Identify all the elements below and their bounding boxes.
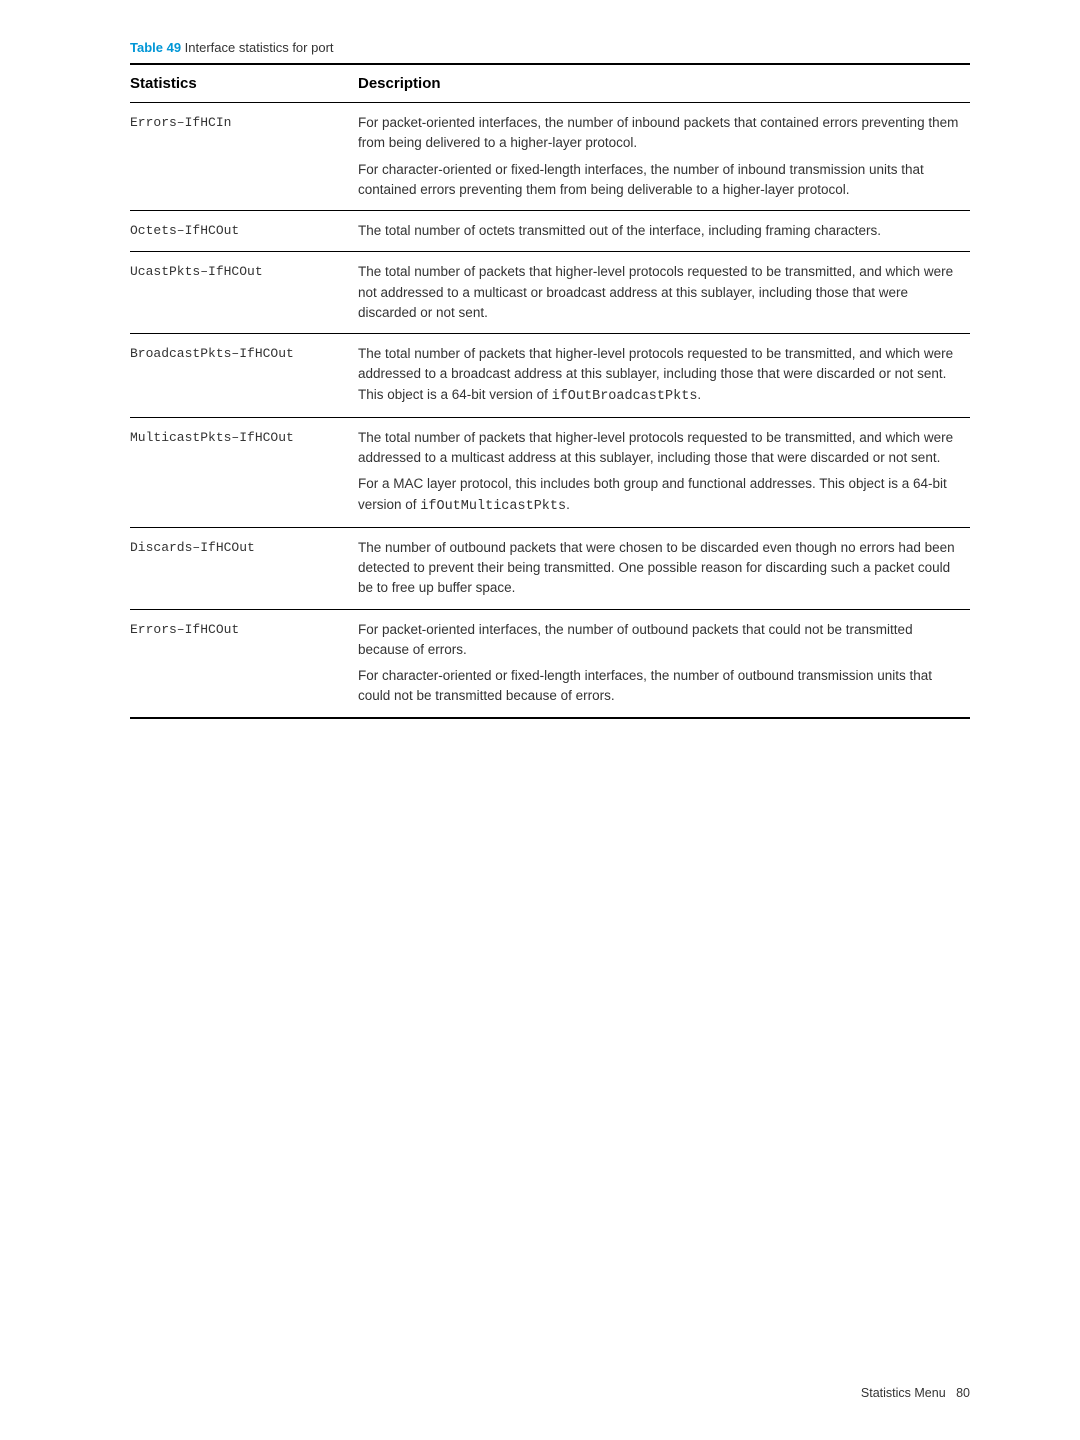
desc-paragraph: The total number of packets that higher-…: [358, 428, 962, 469]
desc-paragraph: For a MAC layer protocol, this includes …: [358, 474, 962, 517]
desc-paragraph: The total number of octets transmitted o…: [358, 221, 962, 241]
desc-cell: The total number of packets that higher-…: [358, 252, 970, 334]
footer-section: Statistics Menu: [861, 1386, 946, 1400]
desc-paragraph: For packet-oriented interfaces, the numb…: [358, 620, 962, 661]
desc-cell: For packet-oriented interfaces, the numb…: [358, 103, 970, 211]
table-row: MulticastPkts–IfHCOutThe total number of…: [130, 417, 970, 527]
header-statistics: Statistics: [130, 64, 358, 103]
stat-cell: UcastPkts–IfHCOut: [130, 252, 358, 334]
header-description: Description: [358, 64, 970, 103]
stat-cell: Discards–IfHCOut: [130, 527, 358, 609]
caption-label: Table 49: [130, 40, 181, 55]
desc-cell: The total number of octets transmitted o…: [358, 211, 970, 252]
stat-cell: Errors–IfHCIn: [130, 103, 358, 211]
table-row: Errors–IfHCInFor packet-oriented interfa…: [130, 103, 970, 211]
stat-cell: BroadcastPkts–IfHCOut: [130, 334, 358, 418]
desc-cell: For packet-oriented interfaces, the numb…: [358, 609, 970, 718]
desc-paragraph: For packet-oriented interfaces, the numb…: [358, 113, 962, 154]
desc-cell: The total number of packets that higher-…: [358, 334, 970, 418]
mono-text: ifOutMulticastPkts: [420, 499, 566, 514]
caption-text: Interface statistics for port: [181, 40, 333, 55]
table-row: BroadcastPkts–IfHCOutThe total number of…: [130, 334, 970, 418]
stat-cell: Errors–IfHCOut: [130, 609, 358, 718]
table-caption: Table 49 Interface statistics for port: [130, 40, 970, 55]
stats-tbody: Errors–IfHCInFor packet-oriented interfa…: [130, 103, 970, 718]
interface-statistics-table: Statistics Description Errors–IfHCInFor …: [130, 63, 970, 719]
stat-cell: Octets–IfHCOut: [130, 211, 358, 252]
table-row: Errors–IfHCOutFor packet-oriented interf…: [130, 609, 970, 718]
desc-paragraph: The number of outbound packets that were…: [358, 538, 962, 599]
stat-cell: MulticastPkts–IfHCOut: [130, 417, 358, 527]
page-footer: Statistics Menu 80: [861, 1386, 970, 1400]
desc-paragraph: For character-oriented or fixed-length i…: [358, 160, 962, 201]
table-row: UcastPkts–IfHCOutThe total number of pac…: [130, 252, 970, 334]
table-row: Octets–IfHCOutThe total number of octets…: [130, 211, 970, 252]
footer-page: 80: [956, 1386, 970, 1400]
table-row: Discards–IfHCOutThe number of outbound p…: [130, 527, 970, 609]
desc-paragraph: The total number of packets that higher-…: [358, 344, 962, 407]
mono-text: ifOutBroadcastPkts: [552, 389, 698, 404]
desc-paragraph: For character-oriented or fixed-length i…: [358, 666, 962, 707]
desc-paragraph: The total number of packets that higher-…: [358, 262, 962, 323]
desc-cell: The total number of packets that higher-…: [358, 417, 970, 527]
desc-cell: The number of outbound packets that were…: [358, 527, 970, 609]
